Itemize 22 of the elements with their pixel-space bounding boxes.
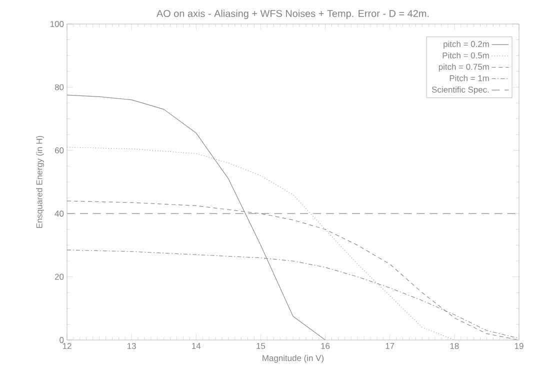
y-tick-label: 20	[54, 274, 64, 280]
x-tick-label: 18	[450, 343, 459, 350]
legend-label: pitch = 0.75m	[438, 64, 489, 72]
y-axis-title: Ensquared Energy (in H)	[36, 136, 44, 228]
y-tick-label: 80	[54, 84, 64, 90]
y-tick-label: 60	[54, 147, 64, 154]
y-tick-label: 0	[60, 337, 64, 343]
x-tick-label: 16	[321, 343, 330, 350]
x-tick-label: 12	[62, 343, 72, 349]
x-tick-label: 13	[128, 343, 136, 350]
legend-label: Pitch = 1m	[450, 74, 489, 82]
x-tick-label: 19	[514, 343, 524, 350]
x-tick-label: 17	[386, 343, 394, 349]
y-tick-label: 100	[50, 21, 64, 27]
x-axis-title: Magnitude (in V)	[262, 354, 324, 363]
x-tick-label: 15	[256, 343, 266, 349]
legend-label: pitch = 0.2m	[444, 40, 489, 49]
chart-title: AO on axis - Aliasing + WFS Noises + Temp. Error - D = 42m.	[156, 10, 429, 19]
legend-label: Pitch = 0.5m	[442, 52, 489, 58]
x-tick-label: 14	[192, 343, 201, 349]
y-tick-label: 40	[54, 210, 64, 217]
legend-label: Scientific Spec.	[432, 86, 489, 94]
